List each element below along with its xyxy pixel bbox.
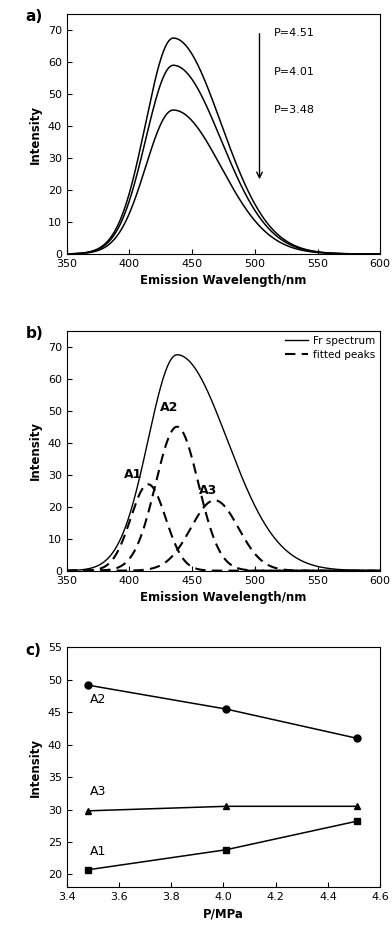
Legend: Fr spectrum, fitted peaks: Fr spectrum, fitted peaks [285,336,375,361]
Text: P=4.51: P=4.51 [274,28,314,38]
Y-axis label: Intensity: Intensity [29,738,42,797]
Text: b): b) [26,326,44,341]
X-axis label: P/MPa: P/MPa [203,908,244,921]
Text: c): c) [26,642,42,657]
Y-axis label: Intensity: Intensity [29,104,42,163]
Y-axis label: Intensity: Intensity [29,422,42,480]
Text: a): a) [26,9,43,24]
Text: A2: A2 [90,693,107,705]
Text: P=3.48: P=3.48 [274,105,315,115]
X-axis label: Emission Wavelength/nm: Emission Wavelength/nm [140,274,307,287]
Text: A3: A3 [90,785,107,798]
Text: P=4.01: P=4.01 [274,67,314,77]
Text: A1: A1 [90,845,107,858]
Text: A3: A3 [199,484,218,497]
Text: A2: A2 [160,401,179,414]
X-axis label: Emission Wavelength/nm: Emission Wavelength/nm [140,591,307,604]
Text: A1: A1 [124,468,142,481]
